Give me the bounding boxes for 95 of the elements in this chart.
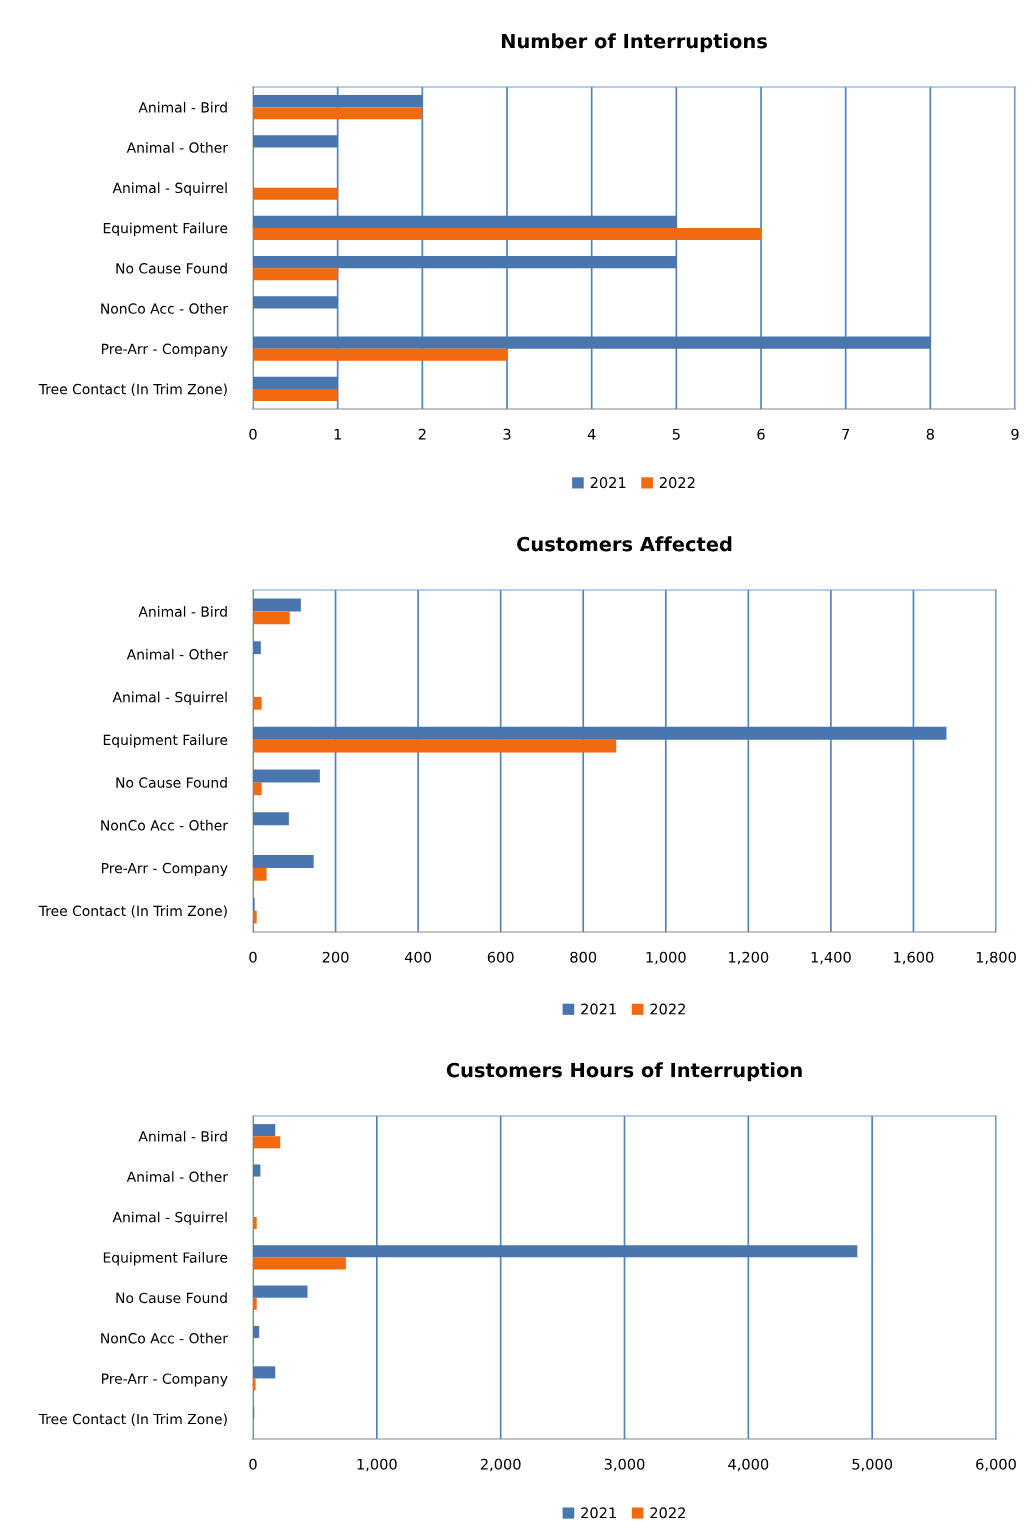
y-tick-label: Animal - Other xyxy=(126,142,228,153)
x-tick-label: 4 xyxy=(587,428,596,440)
legend-label: 2022 xyxy=(650,1003,685,1015)
x-tick-label: 0 xyxy=(249,428,257,440)
y-tick-label: Animal - Squirrel xyxy=(112,182,227,196)
bar xyxy=(253,227,761,240)
bar xyxy=(253,296,338,309)
bar xyxy=(253,855,314,868)
y-tick-label: Animal - Squirrel xyxy=(112,691,227,706)
x-tick-label: 200 xyxy=(322,951,349,963)
y-tick-label: Pre-Arr - Company xyxy=(102,343,228,357)
y-tick-label: NonCo Acc - Other xyxy=(101,303,228,314)
bar xyxy=(253,812,289,826)
x-tick-label: 1,200 xyxy=(729,951,769,965)
y-tick-label: Equipment Failure xyxy=(103,222,228,237)
x-tick-label: 6 xyxy=(757,428,765,440)
x-tick-label: 8 xyxy=(926,428,934,440)
y-tick-label: Tree Contact (In Trim Zone) xyxy=(38,1413,227,1426)
x-tick-label: 5 xyxy=(672,428,680,440)
bar xyxy=(253,641,261,655)
y-tick-label: Equipment Failure xyxy=(103,734,228,748)
bar xyxy=(253,1325,260,1339)
x-tick-label: 5,000 xyxy=(852,1458,893,1472)
bar xyxy=(253,215,677,228)
bar xyxy=(253,1136,281,1149)
bar xyxy=(253,1285,308,1298)
x-tick-label: 6,000 xyxy=(976,1458,1016,1472)
bar xyxy=(253,1164,261,1177)
chart-title: Number of Interruptions xyxy=(501,33,767,53)
bar xyxy=(253,135,338,148)
x-tick-label: 2,000 xyxy=(480,1458,521,1472)
y-tick-label: NonCo Acc - Other xyxy=(101,1332,228,1344)
bar xyxy=(253,348,507,361)
x-tick-label: 0 xyxy=(249,1458,257,1470)
bar xyxy=(253,739,617,753)
x-tick-label: 400 xyxy=(404,951,432,963)
bar xyxy=(253,1245,858,1258)
y-tick-label: No Cause Found xyxy=(116,1292,227,1304)
x-tick-label: 3 xyxy=(503,428,511,440)
y-tick-label: No Cause Found xyxy=(116,777,227,788)
x-tick-label: 4,000 xyxy=(728,1458,769,1472)
y-tick-label: Animal - Bird xyxy=(138,1130,227,1142)
bar xyxy=(253,1216,257,1230)
x-tick-label: 800 xyxy=(570,951,597,963)
y-tick-label: Animal - Bird xyxy=(138,101,227,113)
x-tick-label: 0 xyxy=(249,951,257,963)
bar xyxy=(253,336,931,349)
bar xyxy=(253,867,267,881)
legend-label: 2021 xyxy=(581,1003,616,1015)
x-tick-label: 600 xyxy=(487,951,514,963)
bar xyxy=(253,107,423,120)
x-tick-label: 1,000 xyxy=(646,951,686,965)
y-tick-label: Pre-Arr - Company xyxy=(102,862,228,877)
bar xyxy=(253,769,320,783)
y-tick-label: Tree Contact (In Trim Zone) xyxy=(38,383,227,396)
bar xyxy=(253,1297,257,1310)
bar xyxy=(253,1124,276,1137)
legend-label: 2021 xyxy=(581,1507,616,1519)
bar xyxy=(253,696,262,710)
x-tick-label: 2 xyxy=(418,428,426,440)
bar xyxy=(253,611,290,625)
y-tick-label: Equipment Failure xyxy=(103,1252,228,1266)
x-tick-label: 1,600 xyxy=(894,951,934,965)
legend-label: 2021 xyxy=(590,477,626,489)
bar xyxy=(253,782,262,796)
y-tick-label: Pre-Arr - Company xyxy=(102,1373,228,1387)
bar xyxy=(253,187,338,200)
x-tick-label: 7 xyxy=(842,428,850,440)
legend-label: 2022 xyxy=(650,1507,685,1519)
bar xyxy=(253,256,677,269)
y-tick-label: Animal - Squirrel xyxy=(112,1211,227,1226)
x-tick-label: 1,800 xyxy=(976,951,1016,965)
y-tick-label: No Cause Found xyxy=(116,262,227,274)
bar xyxy=(253,1257,346,1270)
bar xyxy=(253,388,338,401)
bar xyxy=(253,1366,276,1379)
chart-title: Customers Affected xyxy=(517,536,732,552)
chart-title: Customers Hours of Interruption xyxy=(446,1062,802,1082)
x-tick-label: 1,400 xyxy=(811,951,851,965)
y-tick-label: NonCo Acc - Other xyxy=(101,819,228,831)
x-tick-label: 1 xyxy=(334,428,341,440)
y-tick-label: Animal - Other xyxy=(126,1171,228,1183)
bar xyxy=(253,910,257,924)
legend-label: 2022 xyxy=(659,477,695,489)
bar xyxy=(253,268,338,281)
x-tick-label: 3,000 xyxy=(604,1458,645,1472)
bar xyxy=(253,598,301,612)
y-tick-label: Animal - Bird xyxy=(138,606,227,617)
y-tick-label: Tree Contact (In Trim Zone) xyxy=(38,905,227,918)
y-tick-label: Animal - Other xyxy=(126,648,228,660)
bar xyxy=(253,95,423,108)
bar xyxy=(253,726,947,740)
x-tick-label: 9 xyxy=(1011,428,1019,440)
x-tick-label: 1,000 xyxy=(357,1458,397,1472)
bar xyxy=(253,376,338,389)
